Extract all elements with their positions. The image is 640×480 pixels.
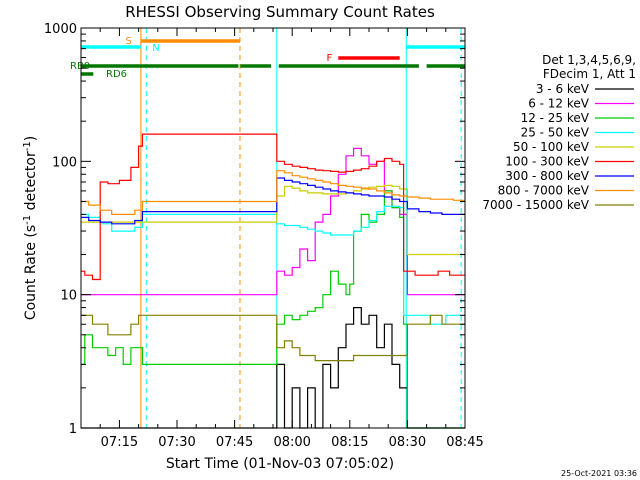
legend-header: FDecim 1, Att 1 [543,67,636,81]
x-tick-label: 08:45 [446,435,483,450]
state-bar-label: S [126,36,132,47]
legend-label: 50 - 100 keV [513,140,590,154]
y-axis-label-superscript: -1 [22,215,33,225]
x-tick-label: 08:15 [331,435,368,450]
legend-label: 7000 - 15000 keV [482,198,589,212]
legend-label: 800 - 7000 keV [498,184,590,198]
y-axis-label: Count Rate (s-1 detector-1) [22,136,39,320]
legend-label: 12 - 25 keV [521,111,590,125]
legend-label: 100 - 300 keV [505,155,589,169]
x-axis-label: Start Time (01-Nov-03 07:05:02) [166,456,394,472]
axes: 07:15 07:30 07:45 08:00 08:15 08:30 08:45 1 10 10… [44,22,484,450]
y-tick-label: 10 [60,289,77,304]
series-line [81,170,465,215]
legend: Det 1,3,4,5,6,9,FDecim 1, Att 13 - 6 keV… [482,53,636,212]
legend-header: Det 1,3,4,5,6,9, [542,53,636,67]
y-tick-label: 1 [69,422,77,437]
legend-label: 25 - 50 keV [521,126,590,140]
y-axis-label-part: detector [23,151,39,215]
series-line [81,314,465,362]
state-bar-label: RB0 [70,61,90,72]
x-tick-label: 07:15 [101,435,138,450]
y-tick-label: 1000 [44,22,77,37]
state-bar-label: N [152,43,159,54]
state-bar-label: RD6 [106,69,127,80]
y-axis-label-part: ) [23,136,39,141]
y-axis-label-part: Count Rate (s [23,225,39,320]
timestamp: 25-Oct-2021 03:36 [561,469,637,478]
x-tick-label: 08:00 [273,435,310,450]
x-tick-label: 07:45 [216,435,253,450]
series-line [81,133,465,281]
x-tick-label: 07:30 [158,435,195,450]
x-tick-label: 08:30 [389,435,426,450]
chart-title: RHESSI Observing Summary Count Rates [125,3,435,21]
legend-label: 300 - 800 keV [505,169,589,183]
series-line [81,205,465,325]
state-bars: S N F RB0 RD6 [70,36,465,80]
y-axis-label-superscript: -1 [22,141,33,151]
y-tick-label: 100 [52,155,77,170]
legend-label: 6 - 12 keV [528,97,590,111]
series-line [81,177,465,225]
state-bar-label: F [327,53,333,64]
legend-label: 3 - 6 keV [536,82,590,96]
